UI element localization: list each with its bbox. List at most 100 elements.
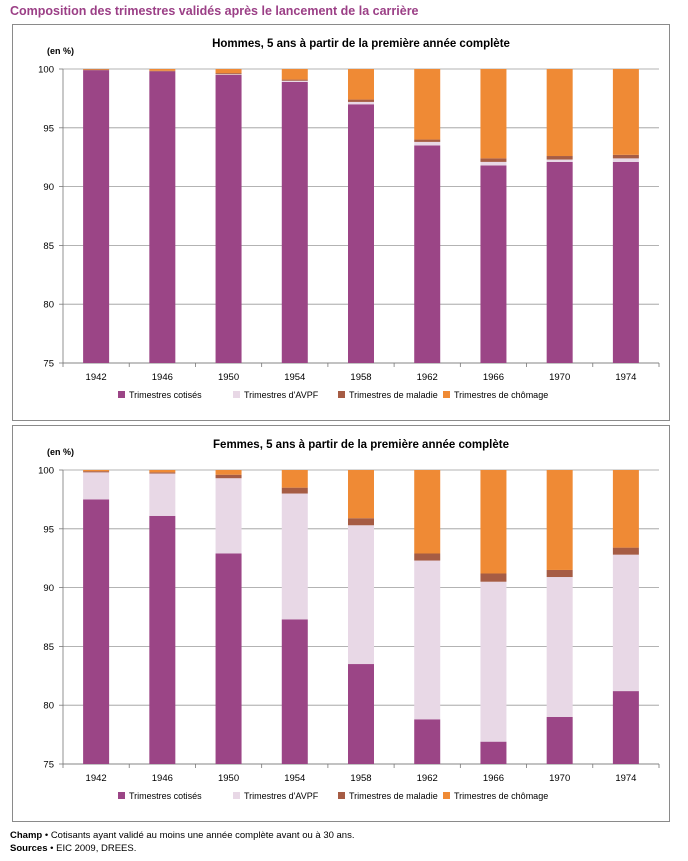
bar-trimestres-de-chomage-1954 — [281, 470, 308, 488]
x-tick-label: 1946 — [152, 773, 173, 784]
bar-trimestres-de-maladie-1962 — [414, 553, 441, 561]
x-tick-label: 1946 — [152, 372, 173, 383]
bar-trimestres-de-maladie-1946 — [149, 472, 176, 474]
x-tick-label: 1954 — [284, 773, 305, 784]
x-tick-label: 1970 — [549, 773, 570, 784]
bar-trimestres-de-chomage-1950 — [215, 470, 242, 475]
bar-trimestres-cotises-1970 — [546, 161, 573, 363]
bar-trimestres-d-avpf-1954 — [281, 493, 308, 620]
y-axis-label: (en %) — [47, 46, 74, 56]
bar-trimestres-de-chomage-1966 — [480, 470, 507, 574]
bar-trimestres-d-avpf-1942 — [83, 472, 110, 500]
bar-trimestres-cotises-1950 — [215, 553, 242, 764]
footnote-sources: Sources • EIC 2009, DREES. — [10, 843, 137, 854]
bar-trimestres-de-maladie-1954 — [281, 487, 308, 494]
bar-trimestres-de-chomage-1946 — [149, 470, 176, 473]
bar-trimestres-de-chomage-1954 — [281, 69, 308, 80]
x-tick-label: 1962 — [417, 372, 438, 383]
bar-trimestres-de-chomage-1958 — [348, 470, 374, 519]
bar-trimestres-de-chomage-1970 — [546, 470, 573, 570]
bar-trimestres-cotises-1974 — [612, 161, 639, 363]
bar-trimestres-de-chomage-1974 — [612, 69, 639, 155]
legend-label-trimestres-de-maladie: Trimestres de maladie — [349, 791, 438, 801]
y-tick-label: 95 — [43, 123, 54, 134]
legend-swatch-trimestres-d-avpf — [233, 792, 240, 799]
bar-trimestres-de-maladie-1950 — [215, 73, 242, 75]
bar-trimestres-d-avpf-1974 — [612, 554, 639, 692]
legend-swatch-trimestres-cotises — [118, 391, 125, 398]
bar-trimestres-de-chomage-1950 — [215, 69, 242, 74]
legend-label-trimestres-de-chomage: Trimestres de chômage — [454, 791, 548, 801]
legend-swatch-trimestres-de-chomage — [443, 391, 450, 398]
bar-trimestres-cotises-1962 — [414, 145, 441, 363]
legend-label-trimestres-cotises: Trimestres cotisés — [129, 390, 202, 400]
bar-trimestres-de-maladie-1966 — [480, 573, 507, 582]
bar-trimestres-de-maladie-1966 — [480, 158, 507, 162]
bar-trimestres-d-avpf-1962 — [414, 560, 441, 720]
x-tick-label: 1966 — [483, 372, 504, 383]
bar-trimestres-de-chomage-1942 — [83, 69, 110, 70]
bar-trimestres-de-chomage-1970 — [546, 69, 573, 157]
bar-trimestres-cotises-1946 — [149, 515, 176, 764]
bar-trimestres-de-maladie-1942 — [83, 471, 110, 473]
bar-trimestres-d-avpf-1962 — [414, 141, 441, 146]
y-tick-label: 100 — [38, 65, 54, 76]
bar-trimestres-cotises-1974 — [612, 691, 639, 764]
footnote-champ-label: Champ — [10, 830, 43, 841]
y-tick-label: 75 — [43, 760, 54, 771]
legend-label-trimestres-d-avpf: Trimestres d'AVPF — [244, 390, 319, 400]
bar-trimestres-de-chomage-1946 — [149, 69, 176, 71]
footnote-champ-text: Cotisants ayant validé au moins une anné… — [50, 830, 355, 841]
bar-trimestres-de-chomage-1962 — [414, 470, 441, 554]
y-tick-label: 90 — [43, 583, 54, 594]
chart-femmes: Femmes, 5 ans à partir de la première an… — [38, 439, 660, 801]
bar-trimestres-d-avpf-1958 — [348, 101, 374, 105]
bar-trimestres-d-avpf-1970 — [546, 159, 573, 162]
bar-trimestres-d-avpf-1958 — [348, 525, 374, 665]
bar-trimestres-de-chomage-1974 — [612, 470, 639, 548]
bar-trimestres-de-maladie-1974 — [612, 154, 639, 159]
x-tick-label: 1974 — [615, 773, 636, 784]
page-title: Composition des trimestres validés après… — [10, 4, 419, 18]
legend-swatch-trimestres-cotises — [118, 792, 125, 799]
bar-trimestres-d-avpf-1954 — [281, 80, 308, 82]
bar-trimestres-cotises-1942 — [83, 499, 110, 764]
footnote-sources-label: Sources — [10, 843, 48, 854]
legend-label-trimestres-d-avpf: Trimestres d'AVPF — [244, 791, 319, 801]
x-tick-label: 1942 — [86, 773, 107, 784]
bar-trimestres-d-avpf-1950 — [215, 478, 242, 554]
legend-swatch-trimestres-de-maladie — [338, 792, 345, 799]
y-tick-label: 80 — [43, 300, 54, 311]
bar-trimestres-de-chomage-1962 — [414, 69, 441, 140]
footnote-sources-text: EIC 2009, DREES. — [56, 843, 137, 854]
x-tick-label: 1958 — [350, 372, 371, 383]
bar-trimestres-de-maladie-1974 — [612, 547, 639, 555]
footnote-champ: Champ • Cotisants ayant validé au moins … — [10, 830, 355, 841]
bar-trimestres-de-maladie-1970 — [546, 569, 573, 578]
bar-trimestres-de-chomage-1942 — [83, 470, 110, 472]
bar-trimestres-cotises-1962 — [414, 719, 441, 764]
bar-trimestres-d-avpf-1946 — [149, 473, 176, 516]
chart-panel-femmes: Femmes, 5 ans à partir de la première an… — [12, 425, 670, 822]
legend-label-trimestres-de-maladie: Trimestres de maladie — [349, 390, 438, 400]
bar-trimestres-cotises-1950 — [215, 74, 242, 363]
bar-trimestres-cotises-1966 — [480, 741, 507, 764]
chart-panel-hommes: Hommes, 5 ans à partir de la première an… — [12, 24, 670, 421]
bar-trimestres-de-maladie-1942 — [83, 69, 110, 71]
y-axis-label: (en %) — [47, 447, 74, 457]
bar-trimestres-cotises-1958 — [348, 104, 374, 363]
y-tick-label: 80 — [43, 701, 54, 712]
bar-trimestres-cotises-1954 — [281, 81, 308, 363]
bar-trimestres-cotises-1966 — [480, 165, 507, 363]
bar-trimestres-cotises-1942 — [83, 70, 110, 363]
x-tick-label: 1962 — [417, 773, 438, 784]
bar-trimestres-de-chomage-1958 — [348, 69, 374, 100]
y-tick-label: 95 — [43, 524, 54, 535]
chart-hommes: Hommes, 5 ans à partir de la première an… — [38, 38, 660, 400]
x-tick-label: 1966 — [483, 773, 504, 784]
bar-trimestres-d-avpf-1974 — [612, 158, 639, 162]
bar-trimestres-cotises-1954 — [281, 619, 308, 764]
bar-trimestres-d-avpf-1950 — [215, 74, 242, 75]
y-tick-label: 75 — [43, 359, 54, 370]
legend-swatch-trimestres-de-chomage — [443, 792, 450, 799]
